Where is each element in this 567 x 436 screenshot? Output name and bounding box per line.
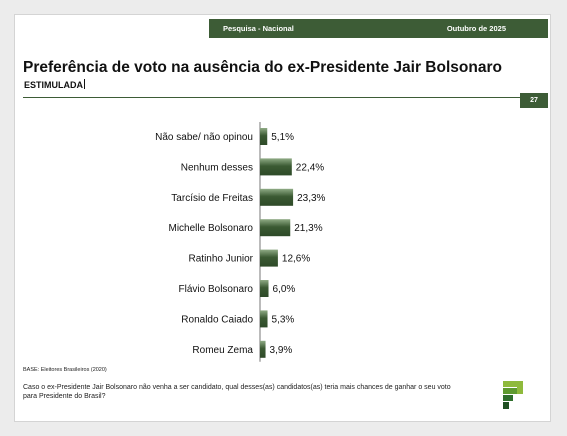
bar <box>260 158 292 176</box>
category-label: Não sabe/ não opinou <box>155 132 253 143</box>
category-label: Tarcísio de Freitas <box>171 193 253 204</box>
value-label: 12,6% <box>282 254 310 265</box>
category-label: Ratinho Junior <box>189 254 254 265</box>
question-text: Caso o ex-Presidente Jair Bolsonaro não … <box>23 384 451 400</box>
page-title: Preferência de voto na ausência do ex-Pr… <box>23 59 502 76</box>
category-label: Flávio Bolsonaro <box>179 284 254 295</box>
value-label: 5,1% <box>271 132 294 143</box>
bar-chart: Não sabe/ não opinou 5,1% Nenhum desses 22,… <box>155 122 326 362</box>
category-label: Ronaldo Caiado <box>181 314 253 325</box>
date-label: Outubro de 2025 <box>446 24 506 33</box>
company-logo-icon <box>503 381 523 409</box>
value-label: 23,3% <box>297 193 325 204</box>
bar <box>260 188 294 206</box>
bar <box>260 340 266 358</box>
text-cursor <box>84 79 85 89</box>
value-label: 21,3% <box>294 223 322 234</box>
category-label: Michelle Bolsonaro <box>169 223 254 234</box>
value-label: 5,3% <box>272 314 295 325</box>
bar <box>260 280 269 297</box>
subtitle: ESTIMULADA <box>24 79 85 90</box>
bar <box>260 128 268 145</box>
header-bar: Pesquisa - Nacional Outubro de 2025 <box>209 19 548 38</box>
value-label: 22,4% <box>296 162 324 173</box>
value-label: 6,0% <box>273 284 296 295</box>
category-label: Romeu Zema <box>192 345 253 356</box>
bar <box>260 310 268 328</box>
bar <box>260 219 291 237</box>
divider <box>23 97 520 98</box>
slide: Pesquisa - Nacional Outubro de 2025 Pref… <box>14 14 551 422</box>
page-number: 27 <box>520 93 548 108</box>
base-note: BASE: Eleitores Brasileiros (2020) <box>23 367 107 373</box>
category-label: Nenhum desses <box>181 162 253 173</box>
bar <box>260 249 278 267</box>
survey-label: Pesquisa - Nacional <box>223 24 294 33</box>
value-label: 3,9% <box>270 345 293 356</box>
subtitle-text: ESTIMULADA <box>24 80 83 90</box>
